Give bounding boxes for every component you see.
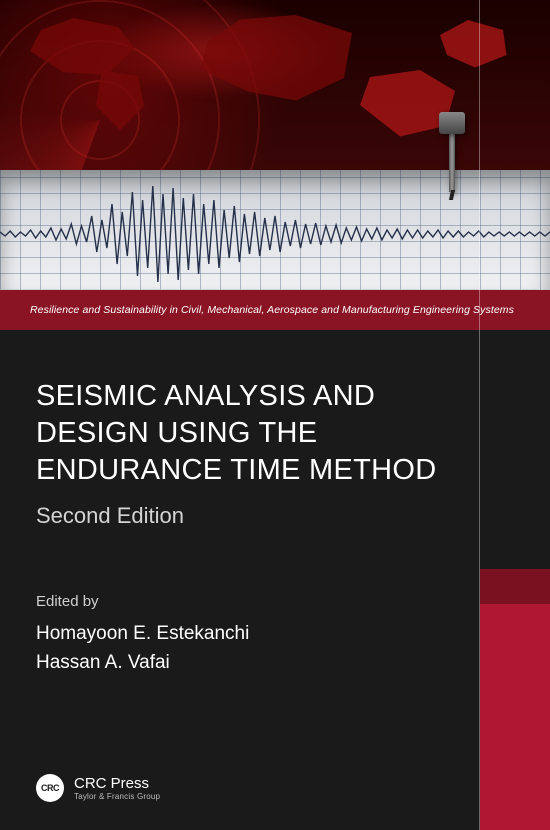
hero-image (0, 0, 550, 290)
series-title: Resilience and Sustainability in Civil, … (30, 304, 514, 316)
world-map-graphic (0, 0, 550, 170)
divider-horizontal (0, 289, 550, 290)
publisher-name: CRC Press (74, 775, 160, 792)
accent-block-top (480, 569, 550, 604)
series-banner: Resilience and Sustainability in Civil, … (0, 290, 550, 330)
title-panel: SEISMIC ANALYSIS AND DESIGN USING THE EN… (0, 330, 550, 830)
seismograph-paper (0, 170, 550, 290)
book-title: SEISMIC ANALYSIS AND DESIGN USING THE EN… (36, 378, 514, 489)
authors-block: Homayoon E. Estekanchi Hassan A. Vafai (36, 620, 514, 677)
book-cover: Resilience and Sustainability in Civil, … (0, 0, 550, 830)
edited-by-label: Edited by (36, 593, 514, 610)
author-name: Hassan A. Vafai (36, 649, 514, 678)
publisher-tagline: Taylor & Francis Group (74, 792, 160, 801)
continent-shape (440, 20, 510, 70)
publisher-logo-icon: CRC (36, 774, 64, 802)
accent-block-main (480, 604, 550, 830)
title-line: DESIGN USING THE (36, 415, 514, 452)
seismograph-needle (449, 130, 455, 192)
divider-vertical (479, 0, 480, 830)
title-line: SEISMIC ANALYSIS AND (36, 378, 514, 415)
title-line: ENDURANCE TIME METHOD (36, 452, 514, 489)
author-name: Homayoon E. Estekanchi (36, 620, 514, 649)
publisher-badge: CRC CRC Press Taylor & Francis Group (36, 774, 160, 802)
publisher-text: CRC Press Taylor & Francis Group (74, 775, 160, 801)
seismograph-trace (0, 170, 550, 290)
edition-label: Second Edition (36, 503, 514, 529)
